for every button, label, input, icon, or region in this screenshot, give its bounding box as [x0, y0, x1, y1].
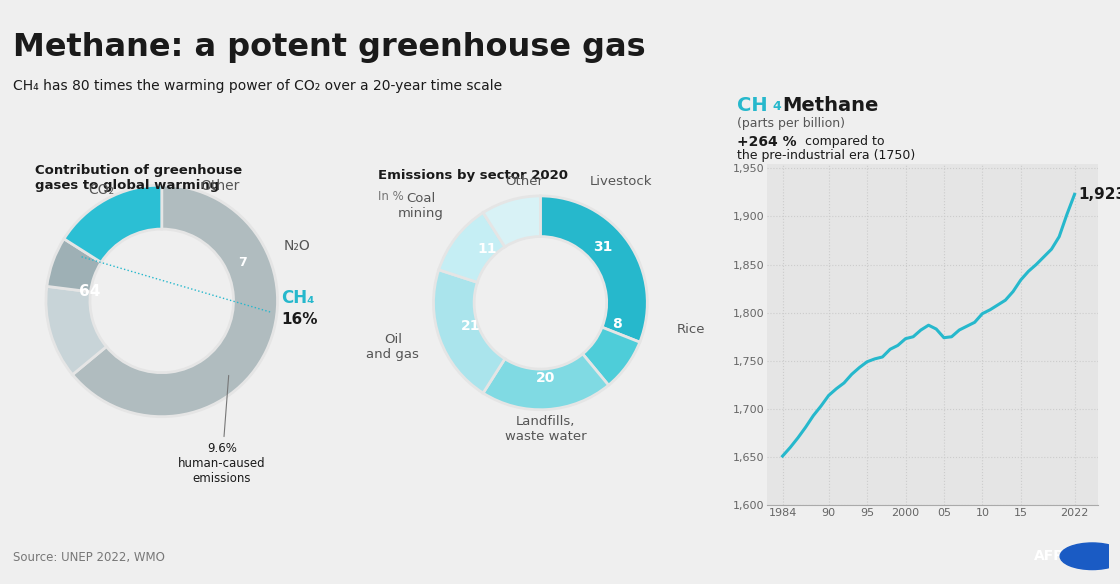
Circle shape: [1061, 543, 1120, 569]
Text: Other: Other: [200, 179, 240, 193]
Text: 64: 64: [80, 284, 101, 299]
Text: 31: 31: [592, 240, 613, 254]
Text: 20: 20: [536, 371, 556, 385]
Text: (parts per billion): (parts per billion): [737, 117, 844, 130]
Text: Other: Other: [505, 175, 543, 188]
Text: +264 %: +264 %: [737, 135, 796, 150]
Text: CH₄: CH₄: [281, 289, 315, 307]
Text: 7: 7: [239, 256, 248, 269]
Wedge shape: [540, 196, 647, 342]
Text: N₂O: N₂O: [283, 239, 310, 253]
Wedge shape: [582, 327, 640, 385]
Text: 9.6%
human-caused
emissions: 9.6% human-caused emissions: [178, 376, 265, 485]
Text: the pre-industrial era (1750): the pre-industrial era (1750): [737, 149, 915, 162]
Text: 1,923: 1,923: [1079, 187, 1120, 202]
Wedge shape: [46, 286, 106, 375]
Wedge shape: [483, 196, 541, 247]
Wedge shape: [64, 185, 161, 262]
Text: 8: 8: [613, 317, 623, 331]
Text: 11: 11: [477, 242, 496, 256]
Wedge shape: [73, 185, 278, 416]
Wedge shape: [433, 270, 505, 393]
Text: Landfills,
waste water: Landfills, waste water: [505, 415, 587, 443]
Text: 21: 21: [461, 319, 480, 333]
Wedge shape: [439, 213, 505, 282]
Text: Methane: Methane: [782, 96, 878, 116]
Text: Emissions by sector 2020: Emissions by sector 2020: [379, 169, 568, 182]
Text: 4: 4: [773, 100, 782, 113]
Wedge shape: [47, 239, 101, 292]
Text: Rice: Rice: [678, 323, 706, 336]
Text: In %: In %: [379, 190, 404, 203]
Text: CH: CH: [737, 96, 767, 116]
Wedge shape: [483, 354, 608, 410]
Text: CH₄ has 80 times the warming power of CO₂ over a 20-year time scale: CH₄ has 80 times the warming power of CO…: [13, 79, 503, 93]
Text: Livestock: Livestock: [589, 175, 652, 188]
Text: AFP: AFP: [1034, 550, 1064, 563]
Text: Contribution of greenhouse
gases to global warming: Contribution of greenhouse gases to glob…: [35, 164, 242, 192]
Text: compared to: compared to: [801, 135, 885, 148]
Text: CO₂: CO₂: [88, 183, 114, 197]
Text: Oil
and gas: Oil and gas: [366, 333, 419, 361]
Text: Methane: a potent greenhouse gas: Methane: a potent greenhouse gas: [13, 32, 646, 63]
Text: 16%: 16%: [281, 312, 317, 327]
Text: Coal
mining: Coal mining: [398, 192, 444, 220]
Text: Source: UNEP 2022, WMO: Source: UNEP 2022, WMO: [13, 551, 166, 564]
